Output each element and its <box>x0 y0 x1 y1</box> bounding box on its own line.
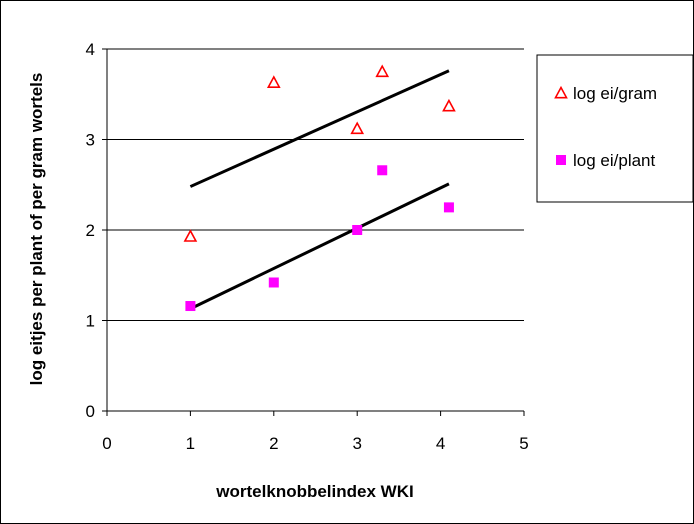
legend-box <box>536 54 694 203</box>
axes <box>102 48 525 416</box>
tick-labels: 0 1 2 3 4 0 1 2 3 4 5 <box>86 40 529 453</box>
y-tick-label: 1 <box>86 312 95 331</box>
x-tick-label: 2 <box>269 434 278 453</box>
data-point-series-2 <box>443 202 454 213</box>
legend: log ei/gram log ei/plant <box>536 54 694 203</box>
legend-label-1: log ei/gram <box>573 84 657 103</box>
x-tick-label: 0 <box>102 434 111 453</box>
data-point-series-1 <box>375 64 390 78</box>
data-point-series-1 <box>442 98 456 112</box>
legend-marker-1 <box>554 85 568 99</box>
data-point-series-1 <box>266 75 281 88</box>
data-point-series-2 <box>185 301 196 312</box>
y-tick-label: 3 <box>86 131 95 150</box>
y-tick-label: 4 <box>86 40 95 59</box>
y-tick-label: 0 <box>86 402 95 421</box>
data-points <box>183 64 456 312</box>
x-tick-label: 3 <box>352 434 361 453</box>
legend-marker-2 <box>556 155 566 165</box>
gridlines <box>107 48 524 321</box>
data-point-series-1 <box>183 229 198 242</box>
data-point-series-2 <box>268 277 279 288</box>
trendline-series-2 <box>189 182 450 311</box>
trendlines <box>189 69 450 311</box>
x-tick-label: 5 <box>519 434 528 453</box>
data-point-series-1 <box>350 121 365 135</box>
legend-label-2: log ei/plant <box>573 151 656 170</box>
y-tick-label: 2 <box>86 221 95 240</box>
trendline-series-1 <box>189 69 450 188</box>
x-tick-label: 1 <box>186 434 195 453</box>
x-tick-label: 4 <box>436 434 445 453</box>
x-axis-title: wortelknobbelindex WKI <box>215 482 413 501</box>
data-point-series-2 <box>352 225 363 235</box>
data-point-series-2 <box>377 165 388 176</box>
y-axis-title: log eitjes per plant of per gram wortels <box>27 73 46 386</box>
